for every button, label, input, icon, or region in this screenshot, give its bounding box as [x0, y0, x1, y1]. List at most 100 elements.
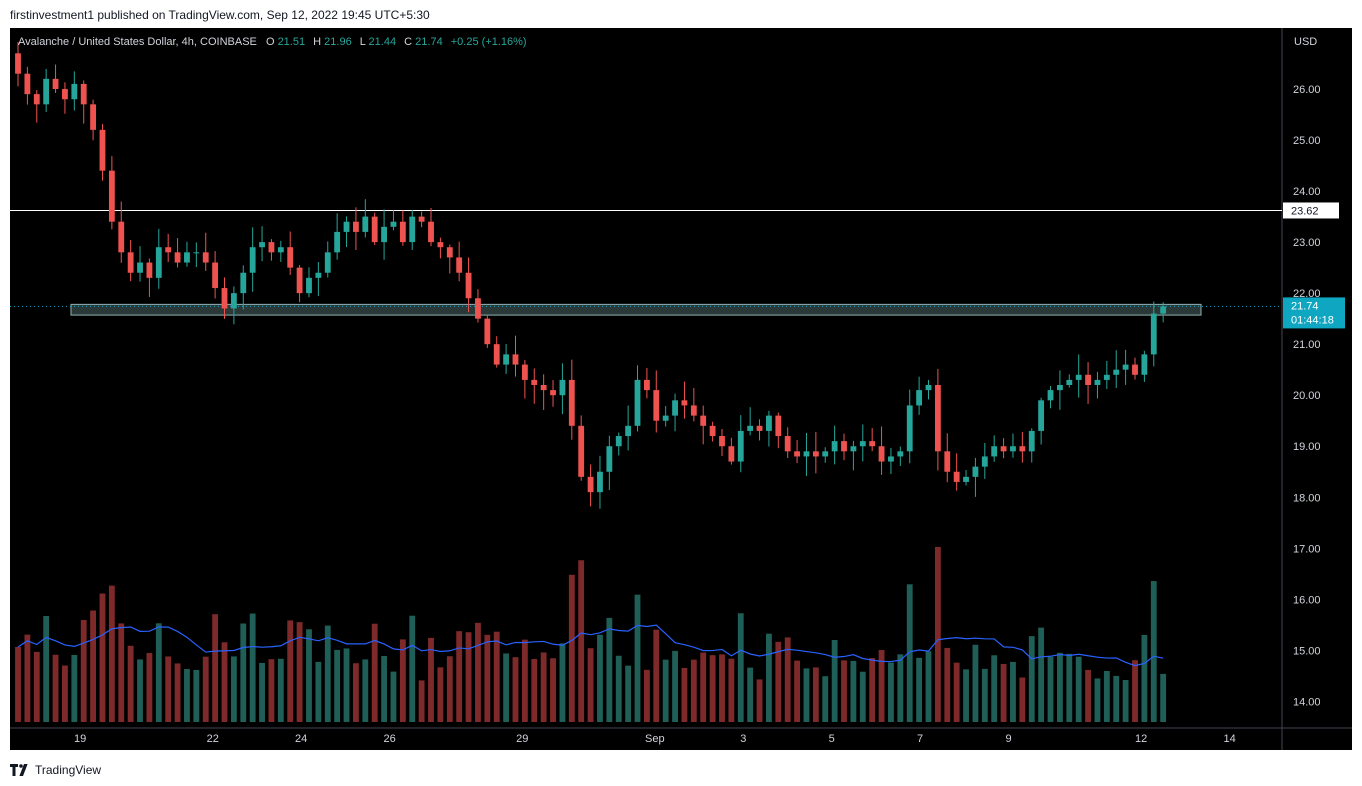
volume-bar [578, 560, 585, 722]
candle-body [80, 83, 87, 105]
volume-bar [306, 629, 312, 722]
candle-body [812, 451, 819, 457]
volume-bar [1122, 680, 1129, 722]
current-price-tag [1283, 297, 1345, 329]
volume-bar [240, 623, 247, 722]
candle-body [334, 231, 341, 253]
volume-bar [991, 655, 998, 722]
y-tick-label: 24.00 [1293, 186, 1321, 198]
candle-body [296, 267, 303, 294]
candle-body [991, 446, 998, 457]
candle-body [127, 252, 134, 273]
candle-body [1075, 374, 1082, 380]
legend-symbol: Avalanche / United States Dollar, 4h, CO… [18, 36, 257, 48]
volume-bar [353, 663, 359, 722]
candle-body [137, 262, 143, 273]
candle-body [1056, 385, 1063, 391]
candle-body [719, 436, 725, 447]
candle-body [1047, 390, 1054, 401]
candle-body [700, 415, 707, 426]
svg-text:Avalanche / United States Doll: Avalanche / United States Dollar, 4h, CO… [18, 36, 527, 48]
volume-bar [475, 622, 481, 722]
y-tick-label: 16.00 [1293, 594, 1321, 606]
candle-body [634, 379, 641, 426]
volume-bar [521, 639, 528, 722]
y-tick-label: 14.00 [1293, 696, 1321, 708]
legend-change: +0.25 (+1.16%) [451, 36, 527, 48]
volume-bar [33, 651, 40, 722]
volume-bar [1028, 636, 1035, 722]
volume-bar [643, 669, 650, 722]
candle-body [1028, 430, 1035, 452]
candle-body [268, 242, 275, 253]
support-zone-layer [10, 209, 1282, 316]
candle-body [240, 272, 247, 294]
candle-body [568, 379, 575, 426]
x-tick-label: Sep [645, 733, 665, 745]
volume-bar [1075, 656, 1082, 722]
volume-bar [803, 668, 810, 722]
volume-bar [118, 623, 125, 722]
volume-bar [869, 658, 876, 722]
candle-body [756, 425, 763, 431]
volume-bar [43, 616, 50, 722]
y-tick-label: 26.00 [1293, 84, 1321, 96]
candle-body [437, 242, 444, 248]
candle-body [728, 446, 735, 462]
candle-body [1141, 354, 1148, 375]
volume-bar [15, 646, 21, 722]
candle-body [944, 451, 951, 472]
volume-bar [446, 656, 453, 722]
volume-bar [137, 659, 143, 722]
candle-body [981, 456, 988, 467]
candle-body [259, 242, 265, 248]
candle-body [212, 262, 219, 289]
volume-bar [259, 662, 265, 722]
volume-bar [362, 659, 369, 722]
volume-bar [465, 632, 472, 722]
volume-bar [1056, 652, 1063, 722]
candle-body [512, 354, 519, 365]
volume-bar [1047, 656, 1054, 722]
chart-frame[interactable]: 26.00 25.00 24.00 23.00 22.00 21.00 20.00 19.00… [10, 28, 1352, 750]
candle-body [418, 216, 425, 222]
volume-bar [409, 615, 416, 722]
legend-l-value: 21.44 [369, 36, 397, 48]
candle-body [503, 354, 510, 365]
volume-bar [90, 610, 97, 722]
price-chart[interactable]: 26.00 25.00 24.00 23.00 22.00 21.00 20.00 19.00… [10, 28, 1352, 750]
legend-l-label: L [360, 36, 366, 48]
candle-body [446, 247, 453, 258]
volume-bar [503, 653, 510, 722]
volume-bar [456, 631, 463, 722]
volume-bar [484, 634, 491, 722]
volume-bar [390, 671, 397, 722]
candle-body [859, 441, 866, 447]
candle-body [249, 247, 256, 273]
volume-bar [568, 574, 575, 722]
candle-body [597, 471, 603, 493]
x-tick-label: 19 [74, 733, 86, 745]
candle-body [371, 216, 378, 243]
volume-bar [822, 676, 829, 722]
candle-body [578, 425, 585, 477]
candle-body [221, 288, 228, 309]
candle-body [475, 298, 481, 319]
candle-body [230, 293, 237, 309]
candle-body [1113, 369, 1120, 375]
legend-h-label: H [313, 36, 321, 48]
volume-bar [155, 623, 162, 722]
candle-body [1010, 446, 1016, 452]
volume-bar [700, 652, 707, 722]
tradingview-logo-icon [10, 764, 28, 776]
volume-bar [108, 585, 115, 722]
x-tick-label: 5 [829, 733, 835, 745]
volume-bar [418, 680, 425, 722]
volume-bar [841, 660, 847, 722]
volume-bar [972, 644, 979, 722]
volume-bar [287, 620, 294, 722]
candle-body [146, 262, 153, 278]
publish-bar: firstinvestment1 published on TradingVie… [0, 0, 1362, 28]
volume-bar [1094, 678, 1101, 722]
volume-bar [963, 669, 969, 722]
